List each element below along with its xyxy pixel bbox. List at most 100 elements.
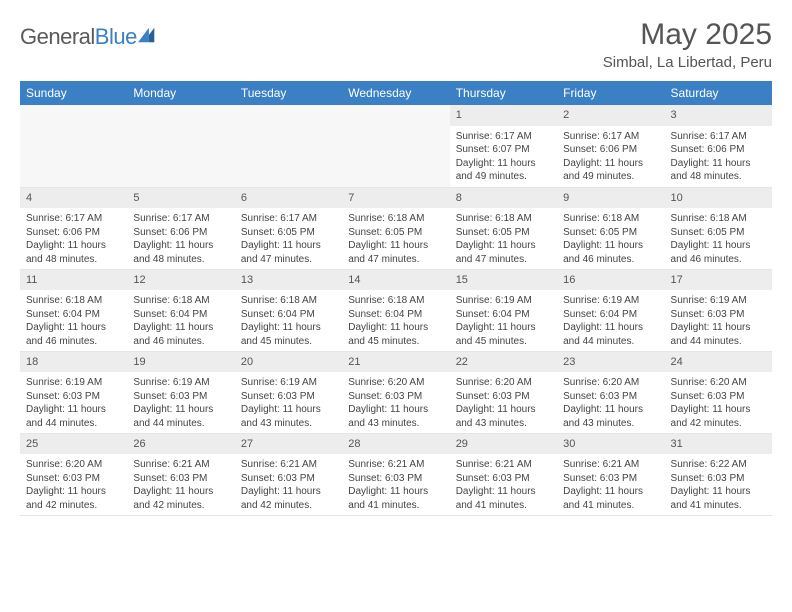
day-details: Sunrise: 6:19 AMSunset: 6:03 PMDaylight:…	[127, 372, 234, 432]
daylight-line: Daylight: 11 hours and 44 minutes.	[133, 403, 228, 430]
day-details: Sunrise: 6:17 AMSunset: 6:05 PMDaylight:…	[235, 208, 342, 268]
day-details: Sunrise: 6:21 AMSunset: 6:03 PMDaylight:…	[557, 454, 664, 514]
sunrise-line: Sunrise: 6:21 AM	[348, 458, 443, 472]
day-cell: 29Sunrise: 6:21 AMSunset: 6:03 PMDayligh…	[450, 433, 557, 515]
logo-text: GeneralBlue	[20, 24, 137, 50]
day-details: Sunrise: 6:18 AMSunset: 6:04 PMDaylight:…	[20, 290, 127, 350]
sunrise-line: Sunrise: 6:20 AM	[671, 376, 766, 390]
day-details: Sunrise: 6:17 AMSunset: 6:06 PMDaylight:…	[665, 126, 772, 186]
day-number: 20	[235, 352, 342, 373]
sunset-line: Sunset: 6:03 PM	[348, 390, 443, 404]
sunset-line: Sunset: 6:04 PM	[348, 308, 443, 322]
daylight-line: Daylight: 11 hours and 48 minutes.	[26, 239, 121, 266]
day-details: Sunrise: 6:19 AMSunset: 6:03 PMDaylight:…	[665, 290, 772, 350]
day-number: 5	[127, 188, 234, 209]
day-number: 22	[450, 352, 557, 373]
day-cell: 14Sunrise: 6:18 AMSunset: 6:04 PMDayligh…	[342, 269, 449, 351]
day-details: Sunrise: 6:21 AMSunset: 6:03 PMDaylight:…	[127, 454, 234, 514]
sunset-line: Sunset: 6:05 PM	[563, 226, 658, 240]
calendar-week-row: 11Sunrise: 6:18 AMSunset: 6:04 PMDayligh…	[20, 269, 772, 351]
empty-day-cell	[127, 105, 234, 187]
day-cell: 19Sunrise: 6:19 AMSunset: 6:03 PMDayligh…	[127, 351, 234, 433]
daylight-line: Daylight: 11 hours and 43 minutes.	[456, 403, 551, 430]
day-cell: 8Sunrise: 6:18 AMSunset: 6:05 PMDaylight…	[450, 187, 557, 269]
sunset-line: Sunset: 6:05 PM	[671, 226, 766, 240]
day-cell: 22Sunrise: 6:20 AMSunset: 6:03 PMDayligh…	[450, 351, 557, 433]
day-cell: 25Sunrise: 6:20 AMSunset: 6:03 PMDayligh…	[20, 433, 127, 515]
sunset-line: Sunset: 6:03 PM	[456, 390, 551, 404]
day-cell: 6Sunrise: 6:17 AMSunset: 6:05 PMDaylight…	[235, 187, 342, 269]
sunrise-line: Sunrise: 6:21 AM	[563, 458, 658, 472]
daylight-line: Daylight: 11 hours and 44 minutes.	[26, 403, 121, 430]
day-details: Sunrise: 6:20 AMSunset: 6:03 PMDaylight:…	[342, 372, 449, 432]
day-number: 11	[20, 270, 127, 291]
sunset-line: Sunset: 6:03 PM	[133, 472, 228, 486]
sunset-line: Sunset: 6:04 PM	[241, 308, 336, 322]
day-details: Sunrise: 6:21 AMSunset: 6:03 PMDaylight:…	[342, 454, 449, 514]
day-cell: 15Sunrise: 6:19 AMSunset: 6:04 PMDayligh…	[450, 269, 557, 351]
day-cell: 3Sunrise: 6:17 AMSunset: 6:06 PMDaylight…	[665, 105, 772, 187]
day-details: Sunrise: 6:19 AMSunset: 6:03 PMDaylight:…	[20, 372, 127, 432]
sunrise-line: Sunrise: 6:18 AM	[133, 294, 228, 308]
sunrise-line: Sunrise: 6:18 AM	[563, 212, 658, 226]
day-cell: 30Sunrise: 6:21 AMSunset: 6:03 PMDayligh…	[557, 433, 664, 515]
day-details: Sunrise: 6:20 AMSunset: 6:03 PMDaylight:…	[557, 372, 664, 432]
sunrise-line: Sunrise: 6:20 AM	[563, 376, 658, 390]
daylight-line: Daylight: 11 hours and 45 minutes.	[456, 321, 551, 348]
day-details: Sunrise: 6:18 AMSunset: 6:05 PMDaylight:…	[342, 208, 449, 268]
sunset-line: Sunset: 6:03 PM	[133, 390, 228, 404]
day-cell: 9Sunrise: 6:18 AMSunset: 6:05 PMDaylight…	[557, 187, 664, 269]
empty-day-cell	[20, 105, 127, 187]
sunrise-line: Sunrise: 6:19 AM	[671, 294, 766, 308]
sunrise-line: Sunrise: 6:19 AM	[456, 294, 551, 308]
daylight-line: Daylight: 11 hours and 42 minutes.	[241, 485, 336, 512]
calendar-week-row: 4Sunrise: 6:17 AMSunset: 6:06 PMDaylight…	[20, 187, 772, 269]
daylight-line: Daylight: 11 hours and 48 minutes.	[671, 157, 766, 184]
day-cell: 5Sunrise: 6:17 AMSunset: 6:06 PMDaylight…	[127, 187, 234, 269]
weekday-header: Wednesday	[342, 81, 449, 105]
sunrise-line: Sunrise: 6:20 AM	[456, 376, 551, 390]
day-cell: 24Sunrise: 6:20 AMSunset: 6:03 PMDayligh…	[665, 351, 772, 433]
month-title: May 2025	[603, 18, 772, 52]
sunset-line: Sunset: 6:03 PM	[563, 390, 658, 404]
sunset-line: Sunset: 6:03 PM	[26, 472, 121, 486]
calendar-table: SundayMondayTuesdayWednesdayThursdayFrid…	[20, 81, 772, 516]
day-cell: 16Sunrise: 6:19 AMSunset: 6:04 PMDayligh…	[557, 269, 664, 351]
sunrise-line: Sunrise: 6:22 AM	[671, 458, 766, 472]
day-details: Sunrise: 6:17 AMSunset: 6:06 PMDaylight:…	[557, 126, 664, 186]
sunset-line: Sunset: 6:07 PM	[456, 143, 551, 157]
day-details: Sunrise: 6:19 AMSunset: 6:04 PMDaylight:…	[450, 290, 557, 350]
day-number: 24	[665, 352, 772, 373]
day-number: 29	[450, 434, 557, 455]
day-cell: 10Sunrise: 6:18 AMSunset: 6:05 PMDayligh…	[665, 187, 772, 269]
day-number: 21	[342, 352, 449, 373]
sunset-line: Sunset: 6:04 PM	[456, 308, 551, 322]
daylight-line: Daylight: 11 hours and 49 minutes.	[563, 157, 658, 184]
day-number: 13	[235, 270, 342, 291]
sunrise-line: Sunrise: 6:17 AM	[241, 212, 336, 226]
daylight-line: Daylight: 11 hours and 48 minutes.	[133, 239, 228, 266]
calendar-body: 1Sunrise: 6:17 AMSunset: 6:07 PMDaylight…	[20, 105, 772, 515]
sunset-line: Sunset: 6:03 PM	[26, 390, 121, 404]
sunset-line: Sunset: 6:05 PM	[241, 226, 336, 240]
sunrise-line: Sunrise: 6:18 AM	[348, 212, 443, 226]
logo-word-2: Blue	[95, 24, 137, 49]
day-number: 30	[557, 434, 664, 455]
calendar-week-row: 18Sunrise: 6:19 AMSunset: 6:03 PMDayligh…	[20, 351, 772, 433]
daylight-line: Daylight: 11 hours and 47 minutes.	[456, 239, 551, 266]
daylight-line: Daylight: 11 hours and 43 minutes.	[348, 403, 443, 430]
day-number: 25	[20, 434, 127, 455]
daylight-line: Daylight: 11 hours and 43 minutes.	[563, 403, 658, 430]
day-number: 19	[127, 352, 234, 373]
day-details: Sunrise: 6:20 AMSunset: 6:03 PMDaylight:…	[450, 372, 557, 432]
sunrise-line: Sunrise: 6:21 AM	[456, 458, 551, 472]
day-details: Sunrise: 6:17 AMSunset: 6:07 PMDaylight:…	[450, 126, 557, 186]
day-details: Sunrise: 6:21 AMSunset: 6:03 PMDaylight:…	[450, 454, 557, 514]
daylight-line: Daylight: 11 hours and 42 minutes.	[26, 485, 121, 512]
daylight-line: Daylight: 11 hours and 45 minutes.	[241, 321, 336, 348]
daylight-line: Daylight: 11 hours and 49 minutes.	[456, 157, 551, 184]
logo: GeneralBlue	[20, 18, 159, 50]
weekday-header-row: SundayMondayTuesdayWednesdayThursdayFrid…	[20, 81, 772, 105]
day-details: Sunrise: 6:20 AMSunset: 6:03 PMDaylight:…	[665, 372, 772, 432]
sunset-line: Sunset: 6:03 PM	[241, 390, 336, 404]
